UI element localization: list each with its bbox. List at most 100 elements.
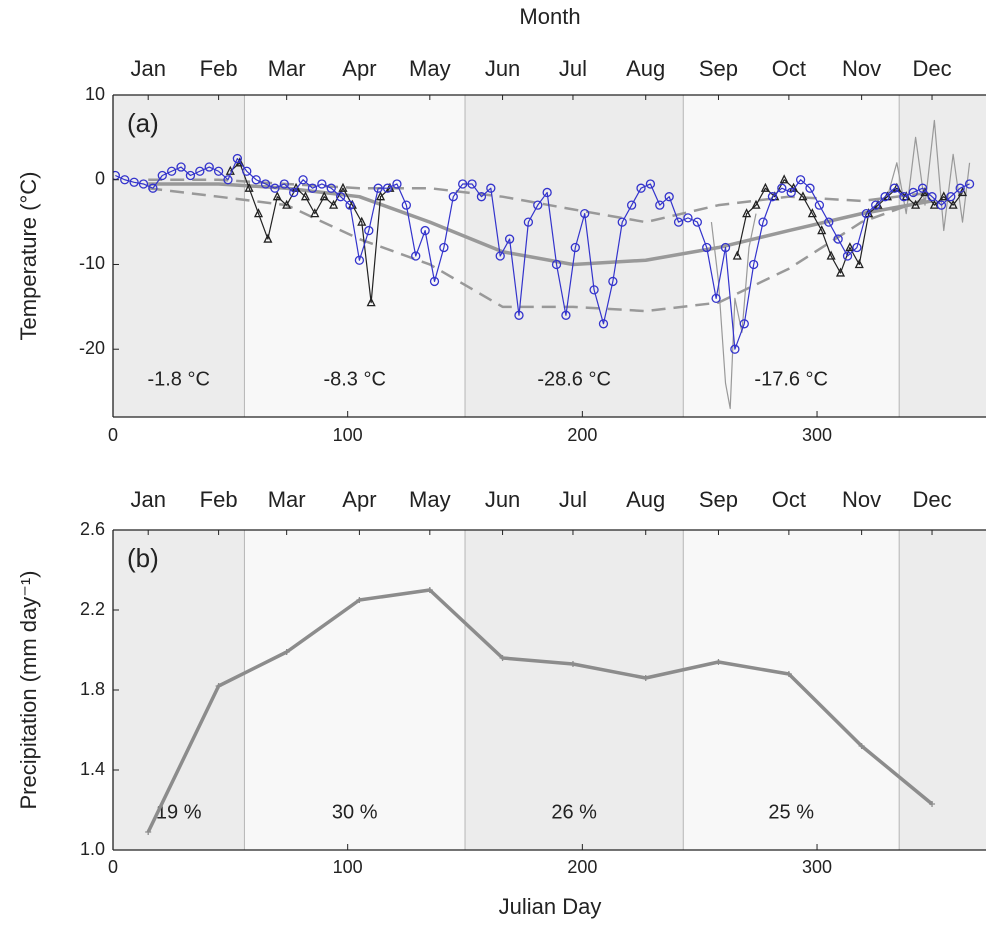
x-tick-label: 100 — [333, 857, 363, 877]
x2-axis-label: Month — [519, 4, 580, 29]
month-label: Jul — [559, 487, 587, 512]
point — [779, 174, 789, 184]
point — [504, 234, 515, 244]
point — [401, 200, 411, 210]
point — [263, 233, 273, 243]
x-tick-label: 200 — [567, 425, 597, 445]
point — [279, 179, 289, 189]
point — [272, 191, 282, 201]
point — [392, 179, 402, 189]
point — [617, 217, 627, 227]
point — [253, 208, 264, 218]
month-label: Oct — [772, 487, 806, 512]
season-band — [244, 95, 466, 417]
season-band — [899, 95, 986, 417]
point — [760, 182, 770, 192]
point — [145, 829, 152, 835]
point — [307, 183, 318, 193]
point — [758, 217, 768, 227]
point — [861, 208, 871, 219]
month-label: May — [409, 56, 451, 81]
season-band — [113, 530, 245, 850]
point — [167, 166, 177, 176]
point — [335, 192, 346, 202]
season-label: 25 % — [768, 801, 814, 823]
season-band — [683, 95, 900, 417]
point — [366, 297, 376, 307]
season-band — [683, 530, 900, 850]
point — [814, 200, 825, 210]
point — [730, 344, 740, 354]
point — [929, 801, 936, 807]
point — [411, 251, 421, 261]
point — [589, 285, 599, 295]
point — [338, 182, 348, 192]
point — [232, 153, 243, 164]
point — [289, 187, 299, 198]
y-tick-label: 0 — [95, 168, 105, 188]
season-band — [465, 530, 684, 850]
point — [845, 242, 855, 252]
point — [329, 199, 339, 209]
month-label: Jun — [485, 56, 520, 81]
month-label: Sep — [699, 56, 738, 81]
point — [785, 671, 792, 677]
y-tick-label: -10 — [79, 253, 105, 273]
point — [157, 170, 167, 181]
point — [636, 183, 646, 193]
point — [673, 217, 684, 227]
month-label: Sep — [699, 487, 738, 512]
point — [561, 310, 571, 320]
point — [326, 183, 336, 193]
series-line — [148, 186, 933, 313]
point — [817, 225, 827, 235]
point — [420, 225, 430, 236]
panel-label: (a) — [127, 108, 159, 138]
point — [711, 293, 721, 304]
point — [382, 183, 393, 193]
season-label: 19 % — [156, 801, 202, 823]
point — [533, 200, 543, 210]
point — [929, 199, 939, 209]
y-tick-label: -20 — [79, 338, 105, 358]
y-tick-label: 10 — [85, 84, 105, 104]
x-axis-label: Julian Day — [499, 894, 602, 919]
y-axis-label: Precipitation (mm day⁻¹) — [16, 570, 41, 809]
point — [354, 255, 365, 265]
month-label: Feb — [200, 56, 238, 81]
point — [842, 251, 853, 261]
point — [204, 162, 214, 172]
point — [523, 217, 534, 227]
x-tick-label: 200 — [567, 857, 597, 877]
series-line — [886, 119, 971, 232]
point — [664, 192, 674, 202]
point — [626, 200, 637, 210]
point — [642, 675, 649, 681]
panel: 19 % 30 % 26 % 25 % 1.0 1.4 1.8 2.2 2.6 0 100 200 30… — [16, 487, 986, 919]
y-axis-label: Temperature (°C) — [16, 172, 41, 341]
month-label: Apr — [342, 56, 376, 81]
season-band — [113, 95, 245, 417]
month-label: Dec — [912, 487, 951, 512]
point — [195, 166, 205, 176]
season-label: -1.8 °C — [147, 368, 209, 390]
month-label: Nov — [842, 56, 881, 81]
point — [936, 200, 947, 210]
point — [298, 175, 308, 185]
x-tick-label: 300 — [802, 857, 832, 877]
month-label: Dec — [912, 56, 951, 81]
point — [854, 259, 864, 269]
point — [458, 179, 468, 189]
point — [852, 242, 862, 253]
point — [120, 175, 130, 185]
point — [476, 192, 487, 202]
point — [948, 199, 958, 209]
point — [251, 175, 261, 185]
point — [858, 743, 865, 749]
x-tick-label: 100 — [333, 425, 363, 445]
month-label: Jun — [485, 487, 520, 512]
point — [569, 661, 576, 667]
point — [148, 183, 158, 193]
point — [824, 217, 834, 227]
